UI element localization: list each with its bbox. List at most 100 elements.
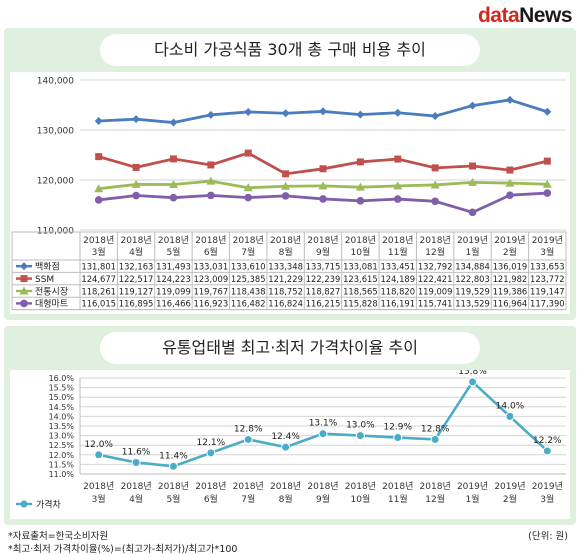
table-cell: 133,031 <box>194 262 229 272</box>
legend-marker <box>19 286 29 295</box>
cost-chart-panel: 다소비 가공식품 30개 총 구매 비용 추이 110,000 120,000 13… <box>4 28 576 320</box>
table-cell: 121,982 <box>493 274 528 284</box>
y-tick-label: 14.0% <box>49 412 75 421</box>
x-tick-year: 2018년 <box>420 235 451 246</box>
x-tick-month: 7월 <box>241 493 255 505</box>
table-cell: 124,189 <box>380 274 415 284</box>
data-point <box>394 155 402 163</box>
x-tick-year: 2018년 <box>382 235 413 246</box>
legend-marker <box>20 262 28 271</box>
y-tick-label: 15.5% <box>49 384 75 393</box>
table-cell: 122,803 <box>455 274 490 284</box>
data-point <box>431 112 440 121</box>
table-cell: 119,099 <box>156 286 191 296</box>
data-point <box>94 184 104 193</box>
x-tick-year: 2019년 <box>457 481 488 492</box>
data-point <box>355 431 365 441</box>
data-point <box>95 153 103 161</box>
x-tick-month: 12월 <box>425 493 445 505</box>
table-cell: 116,466 <box>156 299 191 309</box>
table-cell: 134,884 <box>455 262 490 272</box>
x-tick-month: 12월 <box>425 246 445 258</box>
legend-marker <box>20 500 28 508</box>
x-tick-year: 2018년 <box>120 235 151 246</box>
data-point <box>319 165 327 173</box>
x-tick-month: 2월 <box>503 493 517 505</box>
x-tick-year: 2019년 <box>494 481 525 492</box>
legend-label: 대형마트 <box>35 299 68 310</box>
formula-note: *최고·최저 가격차이율(%)=(최고가-최저가)/최고가*100 <box>8 544 238 555</box>
x-tick-year: 2018년 <box>233 481 264 492</box>
table-cell: 121,229 <box>268 274 303 284</box>
table-cell: 118,261 <box>81 286 116 296</box>
cost-line-chart: 110,000120,000130,000140,0002018년3월2018년… <box>11 77 567 311</box>
x-tick-month: 6월 <box>204 246 218 258</box>
x-tick-month: 11월 <box>388 246 408 258</box>
x-tick-month: 1월 <box>466 493 480 505</box>
y-tick-label: 11.5% <box>49 460 75 469</box>
x-tick-year: 2018년 <box>83 481 114 492</box>
table-cell: 119,386 <box>493 286 528 296</box>
y-tick-label: 140,000 <box>37 77 74 87</box>
y-tick-label: 15.0% <box>49 393 75 402</box>
table-cell: 136,019 <box>493 262 528 272</box>
table-cell: 123,009 <box>194 274 229 284</box>
x-tick-year: 2019년 <box>494 235 525 246</box>
data-point <box>318 181 328 190</box>
data-label: 14.0% <box>496 401 525 411</box>
table-cell: 132,792 <box>418 262 453 272</box>
table-cell: 118,438 <box>231 286 266 296</box>
data-point <box>207 161 215 169</box>
y-tick-label: 120,000 <box>37 177 74 187</box>
data-point <box>206 448 216 458</box>
data-point <box>393 108 402 117</box>
data-label: 12.0% <box>84 440 113 450</box>
data-point <box>131 179 141 188</box>
data-point <box>281 442 291 452</box>
data-label: 12.1% <box>197 438 226 448</box>
data-point <box>244 107 253 116</box>
x-tick-year: 2019년 <box>457 235 488 246</box>
x-tick-month: 6월 <box>204 493 218 505</box>
data-point <box>94 116 103 125</box>
table-cell: 133,348 <box>268 262 303 272</box>
legend-label: SSM <box>35 275 54 285</box>
data-label: 12.2% <box>533 436 562 446</box>
gap-line-chart: 11.0%11.5%12.0%12.5%13.0%13.5%14.0%14.5%… <box>16 367 566 511</box>
data-point <box>243 434 253 444</box>
data-point <box>393 195 402 203</box>
x-tick-year: 2018년 <box>307 481 338 492</box>
x-tick-month: 10월 <box>351 246 371 258</box>
gap-chart-title: 유통업태별 최고·최저 가격차이율 추이 <box>100 332 480 364</box>
table-cell: 123,772 <box>530 274 565 284</box>
data-point <box>282 170 290 178</box>
x-tick-month: 7월 <box>241 246 255 258</box>
data-point <box>169 118 178 127</box>
data-point <box>168 461 178 471</box>
table-cell: 118,565 <box>343 286 378 296</box>
x-tick-month: 9월 <box>316 246 330 258</box>
table-cell: 131,493 <box>156 262 191 272</box>
x-tick-year: 2018년 <box>83 235 114 246</box>
table-cell: 122,517 <box>119 274 154 284</box>
gap-chart-area: 11.0% 11.5% 12.0% 12.5% 13.0% 13.5% 14.0% 14.5%… <box>10 367 570 519</box>
x-tick-year: 2018년 <box>233 235 264 246</box>
x-tick-year: 2018년 <box>270 481 301 492</box>
table-cell: 133,081 <box>343 262 378 272</box>
table-cell: 118,752 <box>268 286 303 296</box>
datanews-logo: dataNews <box>477 4 573 27</box>
table-cell: 132,163 <box>119 262 154 272</box>
x-tick-month: 2월 <box>503 246 517 258</box>
data-point <box>243 183 253 192</box>
data-point <box>393 181 403 190</box>
table-cell: 119,127 <box>119 286 154 296</box>
table-cell: 116,482 <box>231 299 266 309</box>
data-label: 11.6% <box>122 447 151 457</box>
table-cell: 119,009 <box>418 286 453 296</box>
y-tick-label: 16.0% <box>49 374 75 383</box>
y-tick-label: 130,000 <box>37 127 74 137</box>
x-tick-year: 2018년 <box>195 235 226 246</box>
x-tick-month: 11월 <box>388 493 408 505</box>
data-point <box>468 208 477 217</box>
data-point <box>318 429 328 439</box>
